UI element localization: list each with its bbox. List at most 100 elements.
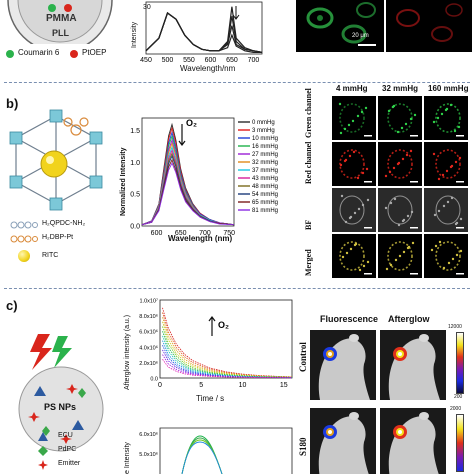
chartB-series-7: [141, 149, 235, 226]
chart-c2-ylabel: e Intensity: [124, 442, 131, 474]
col-header-b-2: 160 mmHg: [428, 84, 469, 93]
chartB-series-8: [141, 152, 235, 226]
ligand-1-label: H₂QPDC-NH₂: [42, 220, 86, 227]
chart-c-xtick-3: 15: [280, 382, 288, 389]
micrograph-b-r0-c1: [378, 96, 422, 140]
colorbar-1: [456, 332, 464, 394]
chart-a-arrow-icon: [232, 6, 240, 20]
chartA-series-0: [145, 6, 263, 53]
row-label-b-2: BF: [304, 219, 313, 230]
chart-c2: 6.0x10⁶ 5.0x10⁶: [139, 427, 293, 474]
chart-b-legend-label-0: 0 mmHg: [252, 120, 275, 126]
micrograph-b-r3-c2: [424, 234, 468, 278]
panel-a: PMMA PLL Coumarin 6 PtOEP 450 500 550 600 65…: [0, 0, 474, 80]
chart-b-xlabel: Wavelength (nm): [168, 234, 233, 243]
colorbar-1-top: 12000: [448, 324, 462, 330]
chart-c2-series-0: [181, 435, 223, 474]
chartA-axes: [145, 1, 263, 55]
mouse-image-2: [310, 408, 376, 474]
chart-a-xlabel: Wavelength/nm: [180, 64, 236, 73]
chart-c: 0 5 10 15 1.0x10⁷ 8.0x10⁶ 6.0x10⁶ 4.0x10⁶ 2.0x10…: [139, 298, 293, 389]
col-header-fluorescence: Fluorescence: [320, 314, 379, 324]
micrograph-b-r3-c0: [332, 234, 376, 278]
chart-b-legend-label-7: 43 mmHg: [252, 176, 278, 182]
chart-b-arrow-icon: [178, 124, 186, 146]
chartC-series-5: [162, 331, 293, 378]
chart-b-legend-label-10: 65 mmHg: [252, 200, 278, 206]
chart-b: 600 650 700 750 0.0 0.5 1.0 1.5 O₂ 0 mmHg 3 mmHg 10…: [130, 117, 278, 237]
colorbar-2: [456, 414, 464, 472]
separator-ab: [4, 82, 470, 83]
ecu-triangle-icon: [38, 432, 48, 441]
ecu-label: ECU: [58, 432, 73, 439]
micrograph-b-r3-c1: [378, 234, 422, 278]
chartB-series-11: [141, 161, 235, 226]
ps-nps-label: PS NPs: [44, 402, 77, 412]
chartC-series-3: [162, 321, 293, 378]
chart-b-ylabel: Normalized Intensity: [120, 147, 127, 216]
micrograph-b-r2-c1: [378, 188, 422, 232]
micrograph-green-a: 20 μm: [296, 0, 384, 52]
chart-a-xtick-5: 700: [248, 57, 260, 64]
row-label-b-3: Merged: [304, 249, 313, 276]
chartA-series-3: [145, 12, 262, 54]
chart-b-legend-label-3: 16 mmHg: [252, 144, 278, 150]
chart-c-ylabel: Afterglow intensity (a.u.): [124, 314, 131, 390]
chart-c-xtick-2: 10: [239, 382, 247, 389]
chart-b-legend-label-2: 10 mmHg: [252, 136, 278, 142]
separator-bc: [4, 288, 470, 289]
chartC-series-8: [162, 345, 293, 378]
chartA-series-1: [145, 12, 263, 53]
chartA-series-2: [145, 12, 263, 53]
chart-c-ytick-1: 8.0x10⁶: [139, 313, 158, 320]
chart-b-xtick-3: 750: [223, 230, 235, 237]
chart-c2-ytick-1: 5.0x10⁶: [139, 451, 158, 458]
chart-a-xtick-2: 550: [183, 57, 195, 64]
chart-c-arrow-icon: [208, 316, 216, 336]
chart-c-xtick-0: 0: [158, 382, 162, 389]
pmma-label: PMMA: [46, 13, 77, 24]
col-header-b-1: 32 mmHg: [382, 84, 419, 93]
chart-a-ytick-top: 30: [143, 4, 151, 11]
micrograph-b-r1-c2: [424, 142, 468, 186]
chart-c2-series-2: [181, 439, 223, 474]
chart-c-ytick-3: 4.0x10⁶: [139, 344, 158, 351]
chart-b-legend-label-9: 54 mmHg: [252, 192, 278, 198]
chart-b-ytick-0: 0.0: [130, 224, 140, 231]
chartB-series-2: [141, 131, 235, 226]
chart-a: 450 500 550 600 650 700: [140, 1, 263, 64]
micrograph-b-r1-c0: [332, 142, 376, 186]
np-schematic-a: [7, 0, 113, 44]
row-label-s180: S180: [298, 437, 308, 456]
chart-c-ytick-0: 1.0x10⁷: [139, 298, 158, 305]
micrograph-b-r1-c1: [378, 142, 422, 186]
scale-bar-label: 20 μm: [352, 33, 369, 39]
scale-bar: [358, 44, 376, 46]
emitter-star-icon: [38, 460, 48, 470]
colorbar-1-bottom: 200: [454, 394, 463, 400]
chartB-series-5: [141, 141, 235, 226]
row-label-b-1: Red channel: [304, 141, 313, 184]
coumarin-label: Coumarin 6: [18, 48, 60, 57]
panel-c-label: c): [6, 298, 18, 313]
chart-b-legend-label-4: 27 mmHg: [252, 152, 278, 158]
chart-c-ytick-2: 6.0x10⁶: [139, 329, 158, 336]
micrograph-b-r2-c2: [424, 188, 468, 232]
micrograph-red-a: [386, 0, 472, 52]
chart-c-ytick-5: 0.0: [150, 377, 158, 383]
row-label-b-0: Green channel: [304, 88, 313, 138]
chart-b-xtick-1: 650: [175, 230, 187, 237]
chartB-series-3: [141, 134, 235, 226]
chart-c-ytick-4: 2.0x10⁶: [139, 360, 158, 367]
chartB-series-4: [141, 138, 235, 226]
chart-a-xtick-0: 450: [140, 57, 152, 64]
chart-b-legend-label-5: 32 mmHg: [252, 160, 278, 166]
panel-c: c) PS NPs ECU PdPC Emitter 0 5 10 15 1.0x10⁷…: [0, 290, 474, 474]
micrograph-b-r0-c0: [332, 96, 376, 140]
emitter-label: Emitter: [58, 460, 81, 467]
chart-b-ytick-1: 0.5: [130, 192, 140, 199]
pdpc-diamond-icon: [38, 446, 48, 456]
chart-b-ytick-3: 1.5: [130, 128, 140, 135]
ptoep-dot-icon: [70, 50, 78, 58]
chart-c2-ytick-0: 6.0x10⁶: [139, 431, 158, 438]
